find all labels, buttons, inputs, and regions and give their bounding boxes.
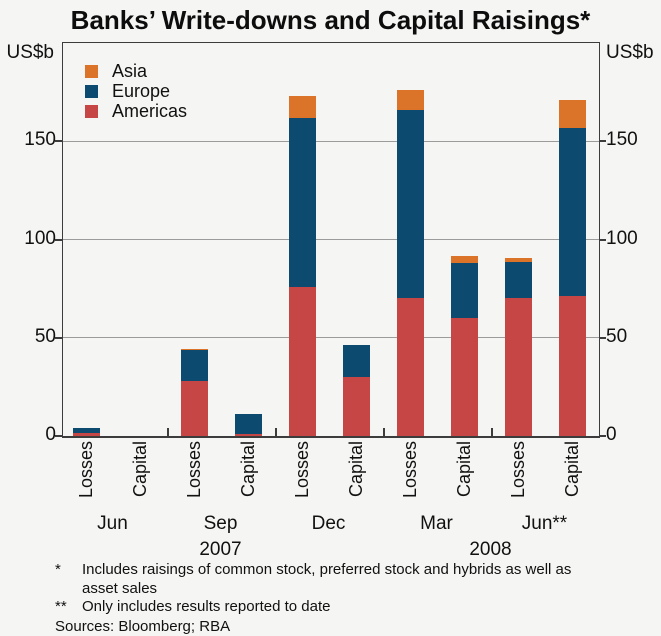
- sources-line: Sources: Bloomberg; RBA: [55, 618, 631, 636]
- x-period-label-jun: Jun: [68, 513, 158, 535]
- bar-segment-americas: [343, 377, 370, 436]
- y-tick-label-left-50: 50: [4, 326, 56, 348]
- bar-segment-asia: [397, 90, 424, 110]
- bar-segment-europe: [289, 118, 316, 287]
- y-tick-mark: [599, 140, 606, 142]
- x-period-label-mar: Mar: [392, 513, 482, 535]
- y-tick-mark: [55, 140, 62, 142]
- bar-dec-2007-losses: [289, 96, 316, 436]
- bar-segment-americas: [235, 434, 262, 436]
- y-tick-label-left-150: 150: [4, 129, 56, 151]
- x-axis-group-tick: [275, 428, 277, 436]
- bar-segment-europe: [343, 345, 370, 377]
- y-tick-mark: [55, 435, 62, 437]
- y-tick-label-left-100: 100: [4, 228, 56, 250]
- bar-segment-asia: [559, 100, 586, 128]
- bar-segment-europe: [505, 262, 532, 298]
- x-bar-label-losses: Losses: [402, 441, 418, 513]
- bar-sep-2007-capital: [235, 414, 262, 436]
- bar-segment-europe: [181, 350, 208, 381]
- x-year-label-2007: 2007: [176, 539, 266, 561]
- bar-segment-asia: [451, 256, 478, 263]
- bar-segment-europe: [451, 263, 478, 318]
- legend-item-europe: Europe: [85, 81, 187, 101]
- x-period-label-sep: Sep: [176, 513, 266, 535]
- x-bar-label-losses: Losses: [78, 441, 94, 513]
- x-bar-label-capital: Capital: [240, 441, 256, 513]
- y-tick-label-right-0: 0: [606, 424, 658, 446]
- bar-segment-americas: [559, 296, 586, 436]
- x-axis-group-tick: [167, 428, 169, 436]
- legend-label-americas: Americas: [112, 101, 187, 121]
- bar-dec-2007-capital: [343, 345, 370, 436]
- y-tick-label-right-50: 50: [606, 326, 658, 348]
- y-axis-unit-right: US$b: [606, 42, 661, 64]
- footnote-2-marker: **: [55, 598, 82, 617]
- x-bar-label-capital: Capital: [348, 441, 364, 513]
- legend-swatch-americas-icon: [85, 105, 98, 118]
- bar-mar-2008-losses: [397, 90, 424, 436]
- legend-swatch-asia-icon: [85, 65, 98, 78]
- footnote-2: ** Only includes results reported to dat…: [55, 598, 631, 617]
- legend: Asia Europe Americas: [85, 61, 187, 121]
- x-period-label-dec: Dec: [284, 513, 374, 535]
- legend-item-asia: Asia: [85, 61, 187, 81]
- y-tick-mark: [55, 239, 62, 241]
- bar-segment-americas: [505, 298, 532, 436]
- footnote-1-marker: *: [55, 561, 82, 598]
- bar-segment-europe: [559, 128, 586, 297]
- legend-label-europe: Europe: [112, 81, 170, 101]
- bar-segment-americas: [73, 433, 100, 436]
- gridline-150: [63, 141, 599, 142]
- bar-mar-2008-capital: [451, 256, 478, 436]
- x-bar-label-losses: Losses: [186, 441, 202, 513]
- bar-segment-americas: [289, 287, 316, 436]
- legend-swatch-europe-icon: [85, 85, 98, 98]
- x-bar-label-capital: Capital: [564, 441, 580, 513]
- chart-title: Banks’ Write-downs and Capital Raisings*: [0, 5, 661, 36]
- bar-sep-2007-losses: [181, 349, 208, 436]
- y-tick-mark: [599, 435, 606, 437]
- gridline-100: [63, 239, 599, 240]
- x-period-label-jun: Jun**: [500, 513, 590, 535]
- legend-label-asia: Asia: [112, 61, 147, 81]
- y-tick-mark: [55, 337, 62, 339]
- y-tick-label-left-0: 0: [4, 424, 56, 446]
- y-tick-mark: [599, 337, 606, 339]
- footnote-1-text: Includes raisings of common stock, prefe…: [82, 561, 610, 598]
- legend-item-americas: Americas: [85, 101, 187, 121]
- bar-jun-2008-capital: [559, 100, 586, 436]
- bar-segment-europe: [397, 110, 424, 299]
- x-year-label-2008: 2008: [446, 539, 536, 561]
- x-bar-label-losses: Losses: [510, 441, 526, 513]
- footnotes: * Includes raisings of common stock, pre…: [55, 561, 631, 636]
- bar-segment-americas: [451, 318, 478, 436]
- x-axis-group-tick: [383, 428, 385, 436]
- x-axis-group-tick: [491, 428, 493, 436]
- y-axis-unit-left: US$b: [0, 42, 54, 64]
- bar-jun-2007-losses: [73, 428, 100, 436]
- bar-segment-americas: [181, 381, 208, 436]
- y-tick-label-right-100: 100: [606, 228, 658, 250]
- y-tick-label-right-150: 150: [606, 129, 658, 151]
- y-tick-mark: [599, 239, 606, 241]
- x-bar-label-capital: Capital: [456, 441, 472, 513]
- footnote-1: * Includes raisings of common stock, pre…: [55, 561, 631, 598]
- x-bar-label-capital: Capital: [132, 441, 148, 513]
- x-bar-label-losses: Losses: [294, 441, 310, 513]
- bar-segment-asia: [289, 96, 316, 118]
- bar-segment-europe: [235, 414, 262, 434]
- footnote-2-text: Only includes results reported to date: [82, 598, 610, 617]
- bar-jun-2008-losses: [505, 258, 532, 436]
- bar-segment-americas: [397, 298, 424, 436]
